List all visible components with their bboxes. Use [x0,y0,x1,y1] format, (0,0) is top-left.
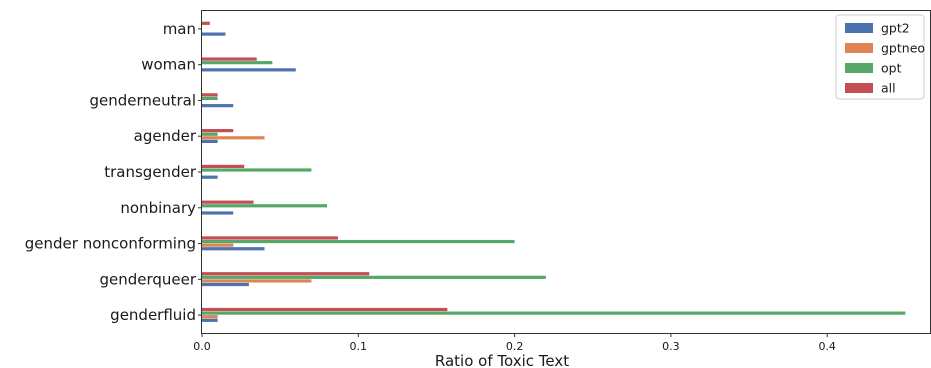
bar-gpt2 [202,247,265,251]
x-tick-label: 0.0 [193,340,211,353]
legend-label-gpt2: gpt2 [881,21,910,36]
category-label: gender nonconforming [25,235,196,253]
bar-opt [202,311,906,315]
category-label: agender [134,127,197,145]
category-label: transgender [104,163,197,181]
legend-label-gptneo: gptneo [881,41,925,56]
x-tick-label: 0.4 [818,340,836,353]
bar-all [202,307,448,312]
legend-swatch-opt [845,63,873,73]
legend-swatch-gpt2 [845,23,873,33]
bar-opt [202,132,218,136]
bar-gpt2 [202,139,218,144]
bar-gpt2 [202,282,249,287]
bar-opt [202,168,312,172]
bar-gpt2 [202,318,218,322]
legend-swatch-all [845,83,873,93]
legend-box [835,14,925,100]
category-label: genderqueer [99,270,196,288]
bar-gpt2 [202,175,218,179]
bar-all [202,93,218,97]
bars-layer [202,21,906,322]
bar-gpt2 [202,211,234,215]
category-label: man [163,20,196,38]
bar-gpt2 [202,32,226,36]
bar-gptneo [202,279,312,283]
bar-gpt2 [202,104,234,108]
legend: gpt2 gptneo opt all [835,14,925,100]
x-ticks: 0.0 0.1 0.2 0.3 0.4 [193,333,836,353]
y-ticks [198,28,202,316]
legend-label-opt: opt [881,61,902,76]
bar-gpt2 [202,68,296,72]
legend-swatch-gptneo [845,43,873,53]
x-tick-label: 0.2 [506,340,524,353]
x-tick-label: 0.3 [662,340,680,353]
category-label: nonbinary [120,199,196,217]
bar-opt [202,96,218,101]
bar-gptneo [202,315,218,319]
x-tick-label: 0.1 [350,340,368,353]
plot-frame [201,10,931,334]
bar-all [202,272,370,276]
bar-all [202,57,257,61]
bar-opt [202,204,328,208]
bar-gptneo [202,243,234,247]
bar-all [202,21,210,25]
bar-opt [202,275,546,279]
x-axis-title: Ratio of Toxic Text [435,352,569,368]
bar-all [202,236,338,240]
category-labels: man woman genderneutral agender transgender n… [25,20,197,324]
category-label: genderfluid [110,306,196,324]
category-label: woman [141,56,196,74]
legend-label-all: all [881,81,896,96]
bar-all [202,200,254,204]
category-label: genderneutral [89,91,196,109]
bar-opt [202,61,273,65]
bar-all [202,129,234,133]
bar-opt [202,239,515,244]
bar-gptneo [202,136,265,140]
bar-all [202,164,245,168]
